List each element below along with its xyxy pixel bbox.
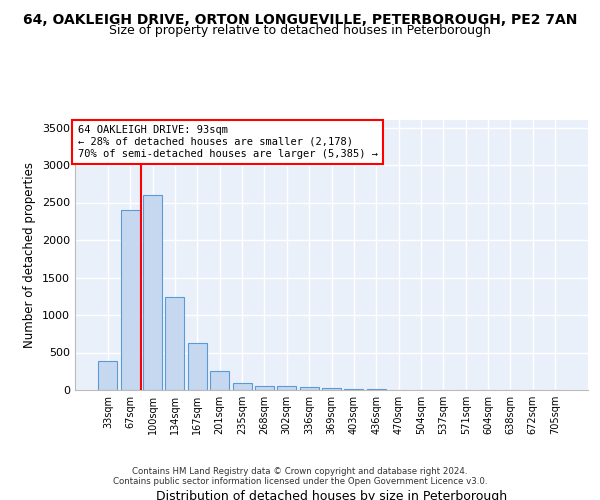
Bar [188, 343, 207, 390]
Text: Contains public sector information licensed under the Open Government Licence v3: Contains public sector information licen… [113, 477, 487, 486]
Text: Contains HM Land Registry data © Crown copyright and database right 2024.: Contains HM Land Registry data © Crown c… [132, 467, 468, 476]
Y-axis label: Number of detached properties: Number of detached properties [23, 162, 37, 348]
Text: 64 OAKLEIGH DRIVE: 93sqm
← 28% of detached houses are smaller (2,178)
70% of sem: 64 OAKLEIGH DRIVE: 93sqm ← 28% of detach… [77, 126, 377, 158]
X-axis label: Distribution of detached houses by size in Peterborough: Distribution of detached houses by size … [156, 490, 507, 500]
Bar [255, 386, 274, 390]
Bar [98, 361, 118, 390]
Bar [166, 297, 184, 390]
Bar [143, 195, 162, 390]
Bar [322, 388, 341, 390]
Bar [233, 383, 251, 390]
Bar [344, 388, 364, 390]
Text: 64, OAKLEIGH DRIVE, ORTON LONGUEVILLE, PETERBOROUGH, PE2 7AN: 64, OAKLEIGH DRIVE, ORTON LONGUEVILLE, P… [23, 12, 577, 26]
Text: Size of property relative to detached houses in Peterborough: Size of property relative to detached ho… [109, 24, 491, 37]
Bar [277, 386, 296, 390]
Bar [299, 386, 319, 390]
Bar [367, 389, 386, 390]
Bar [210, 371, 229, 390]
Bar [121, 210, 140, 390]
